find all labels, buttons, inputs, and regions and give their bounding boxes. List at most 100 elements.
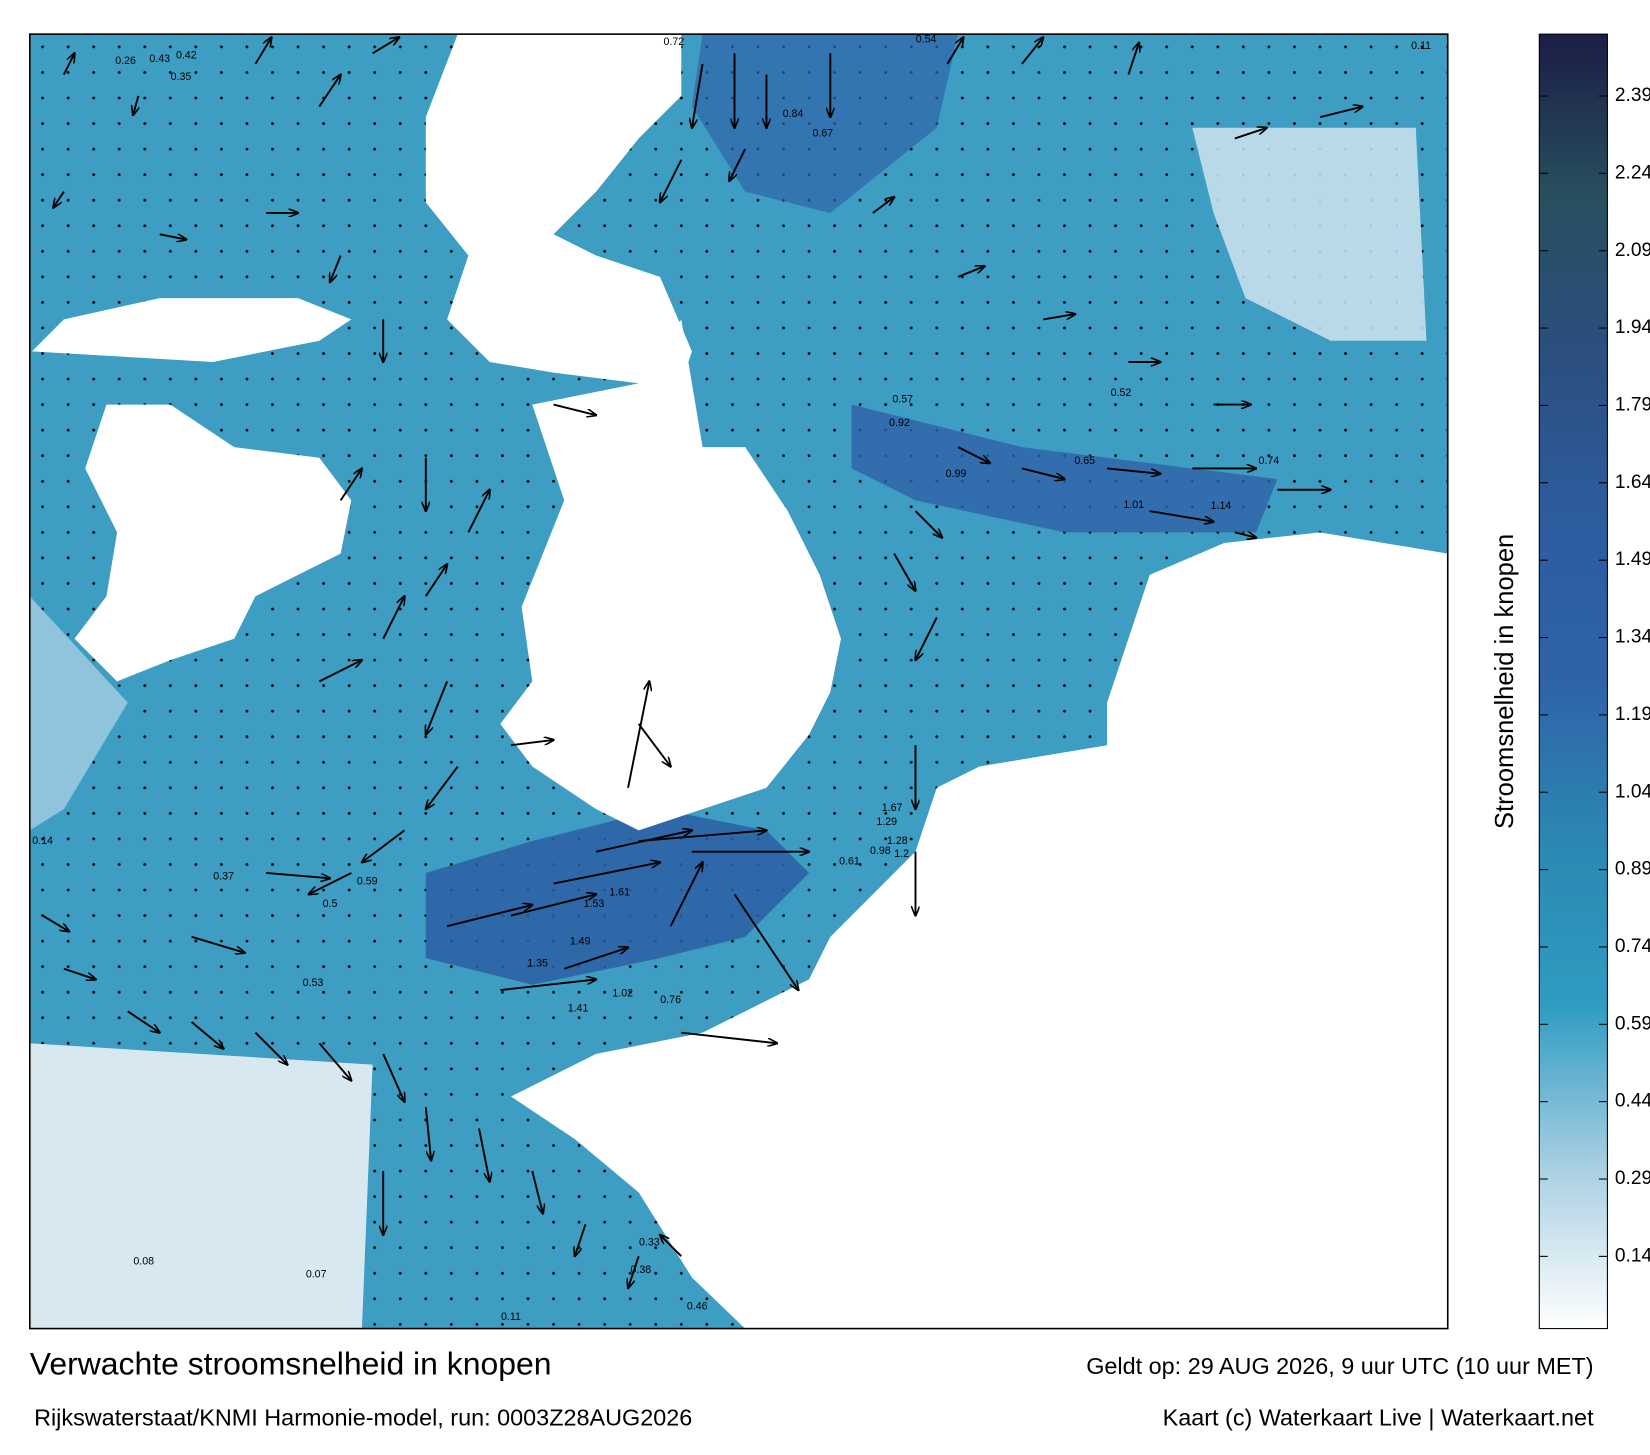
speed-label: 0.53: [303, 977, 324, 989]
current-arrow: [872, 197, 894, 214]
colorbar-tick-label: 0.74: [1615, 936, 1650, 957]
current-arrow: [733, 893, 799, 990]
colorbar-tick-label: 0.29: [1615, 1168, 1650, 1189]
speed-label: 1.01: [1123, 499, 1144, 511]
current-arrow: [553, 862, 660, 885]
current-arrow: [681, 1031, 777, 1044]
colorbar-scale: [1538, 33, 1608, 1330]
current-arrows: [42, 37, 1363, 1288]
current-arrow: [42, 914, 70, 932]
current-arrow: [63, 53, 75, 76]
current-arrow: [318, 1042, 351, 1080]
current-arrow: [957, 446, 990, 463]
current-arrow: [637, 723, 671, 767]
land: [425, 34, 692, 384]
speed-label: 1.2: [894, 848, 909, 860]
speed-label: 0.84: [783, 108, 804, 120]
speed-label: 0.61: [839, 855, 860, 867]
speed-label: 0.46: [687, 1300, 708, 1312]
current-arrow: [426, 765, 459, 810]
colorbar-tick-label: 1.49: [1615, 549, 1650, 570]
current-arrow: [1234, 128, 1267, 140]
shallow-sea: [29, 1043, 373, 1329]
credit: Kaart (c) Waterkaart Live | Waterkaart.n…: [1163, 1404, 1594, 1430]
speed-label: 0.72: [663, 36, 684, 48]
speed-label: 0.5: [323, 898, 338, 910]
speed-label: 0.11: [501, 1311, 521, 1323]
shallow-sea: [1192, 127, 1427, 341]
current-arrow: [531, 1170, 543, 1214]
current-arrow: [318, 75, 340, 108]
speed-label: 0.57: [892, 393, 913, 405]
speed-label: 0.43: [149, 53, 170, 65]
current-arrow: [425, 564, 447, 597]
speed-label: 0.98: [870, 845, 891, 857]
speed-label: 0.99: [946, 468, 967, 480]
current-arrow: [1107, 467, 1160, 473]
colorbar-tick-label: 2.09: [1615, 240, 1650, 261]
current-arrow: [553, 403, 597, 416]
current-arrow: [692, 63, 704, 128]
current-arrow: [1149, 510, 1214, 522]
valid-time: Geldt op: 29 AUG 2026, 9 uur UTC (10 uur…: [1086, 1353, 1593, 1379]
speed-label: 0.33: [639, 1237, 660, 1249]
speed-labels: 0.26 0.43 0.42 0.35 0.72 0.54 0.11 0.84 0.67 1.67…: [32, 34, 1431, 1323]
colorbar-tick-label: 1.64: [1615, 472, 1650, 493]
current-arrow: [309, 872, 352, 894]
current-arrow: [915, 617, 938, 660]
colorbar-tick-label: 1.04: [1615, 781, 1650, 802]
current-arrow: [914, 510, 942, 538]
land: [500, 319, 841, 831]
speed-label: 1.28: [887, 835, 908, 847]
current-arrow: [893, 553, 915, 591]
speed-label: 1.02: [612, 987, 633, 999]
current-arrow: [957, 266, 985, 278]
current-arrow: [660, 159, 683, 203]
current-arrow: [1021, 467, 1065, 479]
colorbar-tick-label: 1.34: [1615, 627, 1650, 648]
current-arrow: [133, 95, 138, 115]
colorbar-tick-label: 1.19: [1615, 704, 1650, 725]
colorbar: Stroomsnelheid in knopen 0.14 0.29 0.44 0.5…: [1491, 33, 1650, 1330]
current-arrow: [266, 872, 330, 878]
current-arrow: [372, 37, 400, 55]
speed-label: 0.54: [916, 34, 937, 46]
current-arrow: [729, 148, 747, 181]
colorbar-tick-label: 1.79: [1615, 395, 1650, 416]
current-arrow: [330, 255, 342, 283]
speed-label: 1.49: [570, 935, 591, 947]
speed-label: 0.08: [133, 1256, 154, 1268]
current-arrow: [467, 490, 489, 533]
current-arrow: [1127, 43, 1139, 75]
current-arrow: [1234, 532, 1256, 537]
speed-label: 0.14: [32, 835, 53, 847]
current-arrow: [127, 1010, 160, 1032]
colorbar-tick-label: 2.24: [1615, 162, 1650, 183]
current-arrow: [424, 1107, 431, 1160]
current-arrow: [1043, 314, 1075, 321]
deep-current: [691, 34, 959, 213]
current-arrow: [660, 1235, 682, 1257]
colorbar-tick-label: 2.39: [1615, 85, 1650, 106]
current-arrow: [510, 740, 554, 747]
map-area: 0.26 0.43 0.42 0.35 0.72 0.54 0.11 0.84 0.67 1.67…: [29, 34, 1448, 1329]
current-arrow: [510, 894, 596, 917]
speed-label: 0.07: [306, 1268, 327, 1280]
current-arrow: [1319, 107, 1363, 119]
current-arrow: [63, 967, 96, 980]
deep-current: [425, 809, 810, 985]
colorbar-tick-label: 0.59: [1615, 1013, 1650, 1034]
colorbar-tick-label: 0.44: [1615, 1091, 1650, 1112]
speed-label: 1.41: [568, 1002, 589, 1014]
current-arrow: [946, 37, 963, 65]
current-arrow: [339, 468, 362, 501]
current-arrow: [446, 905, 532, 928]
current-arrow: [500, 979, 596, 992]
speed-label: 0.42: [176, 50, 197, 62]
current-arrow: [627, 681, 649, 788]
current-arrow: [159, 233, 187, 239]
shallow-sea: [29, 596, 128, 831]
model-source: Rijkswaterstaat/KNMI Harmonie-model, run…: [34, 1404, 692, 1430]
